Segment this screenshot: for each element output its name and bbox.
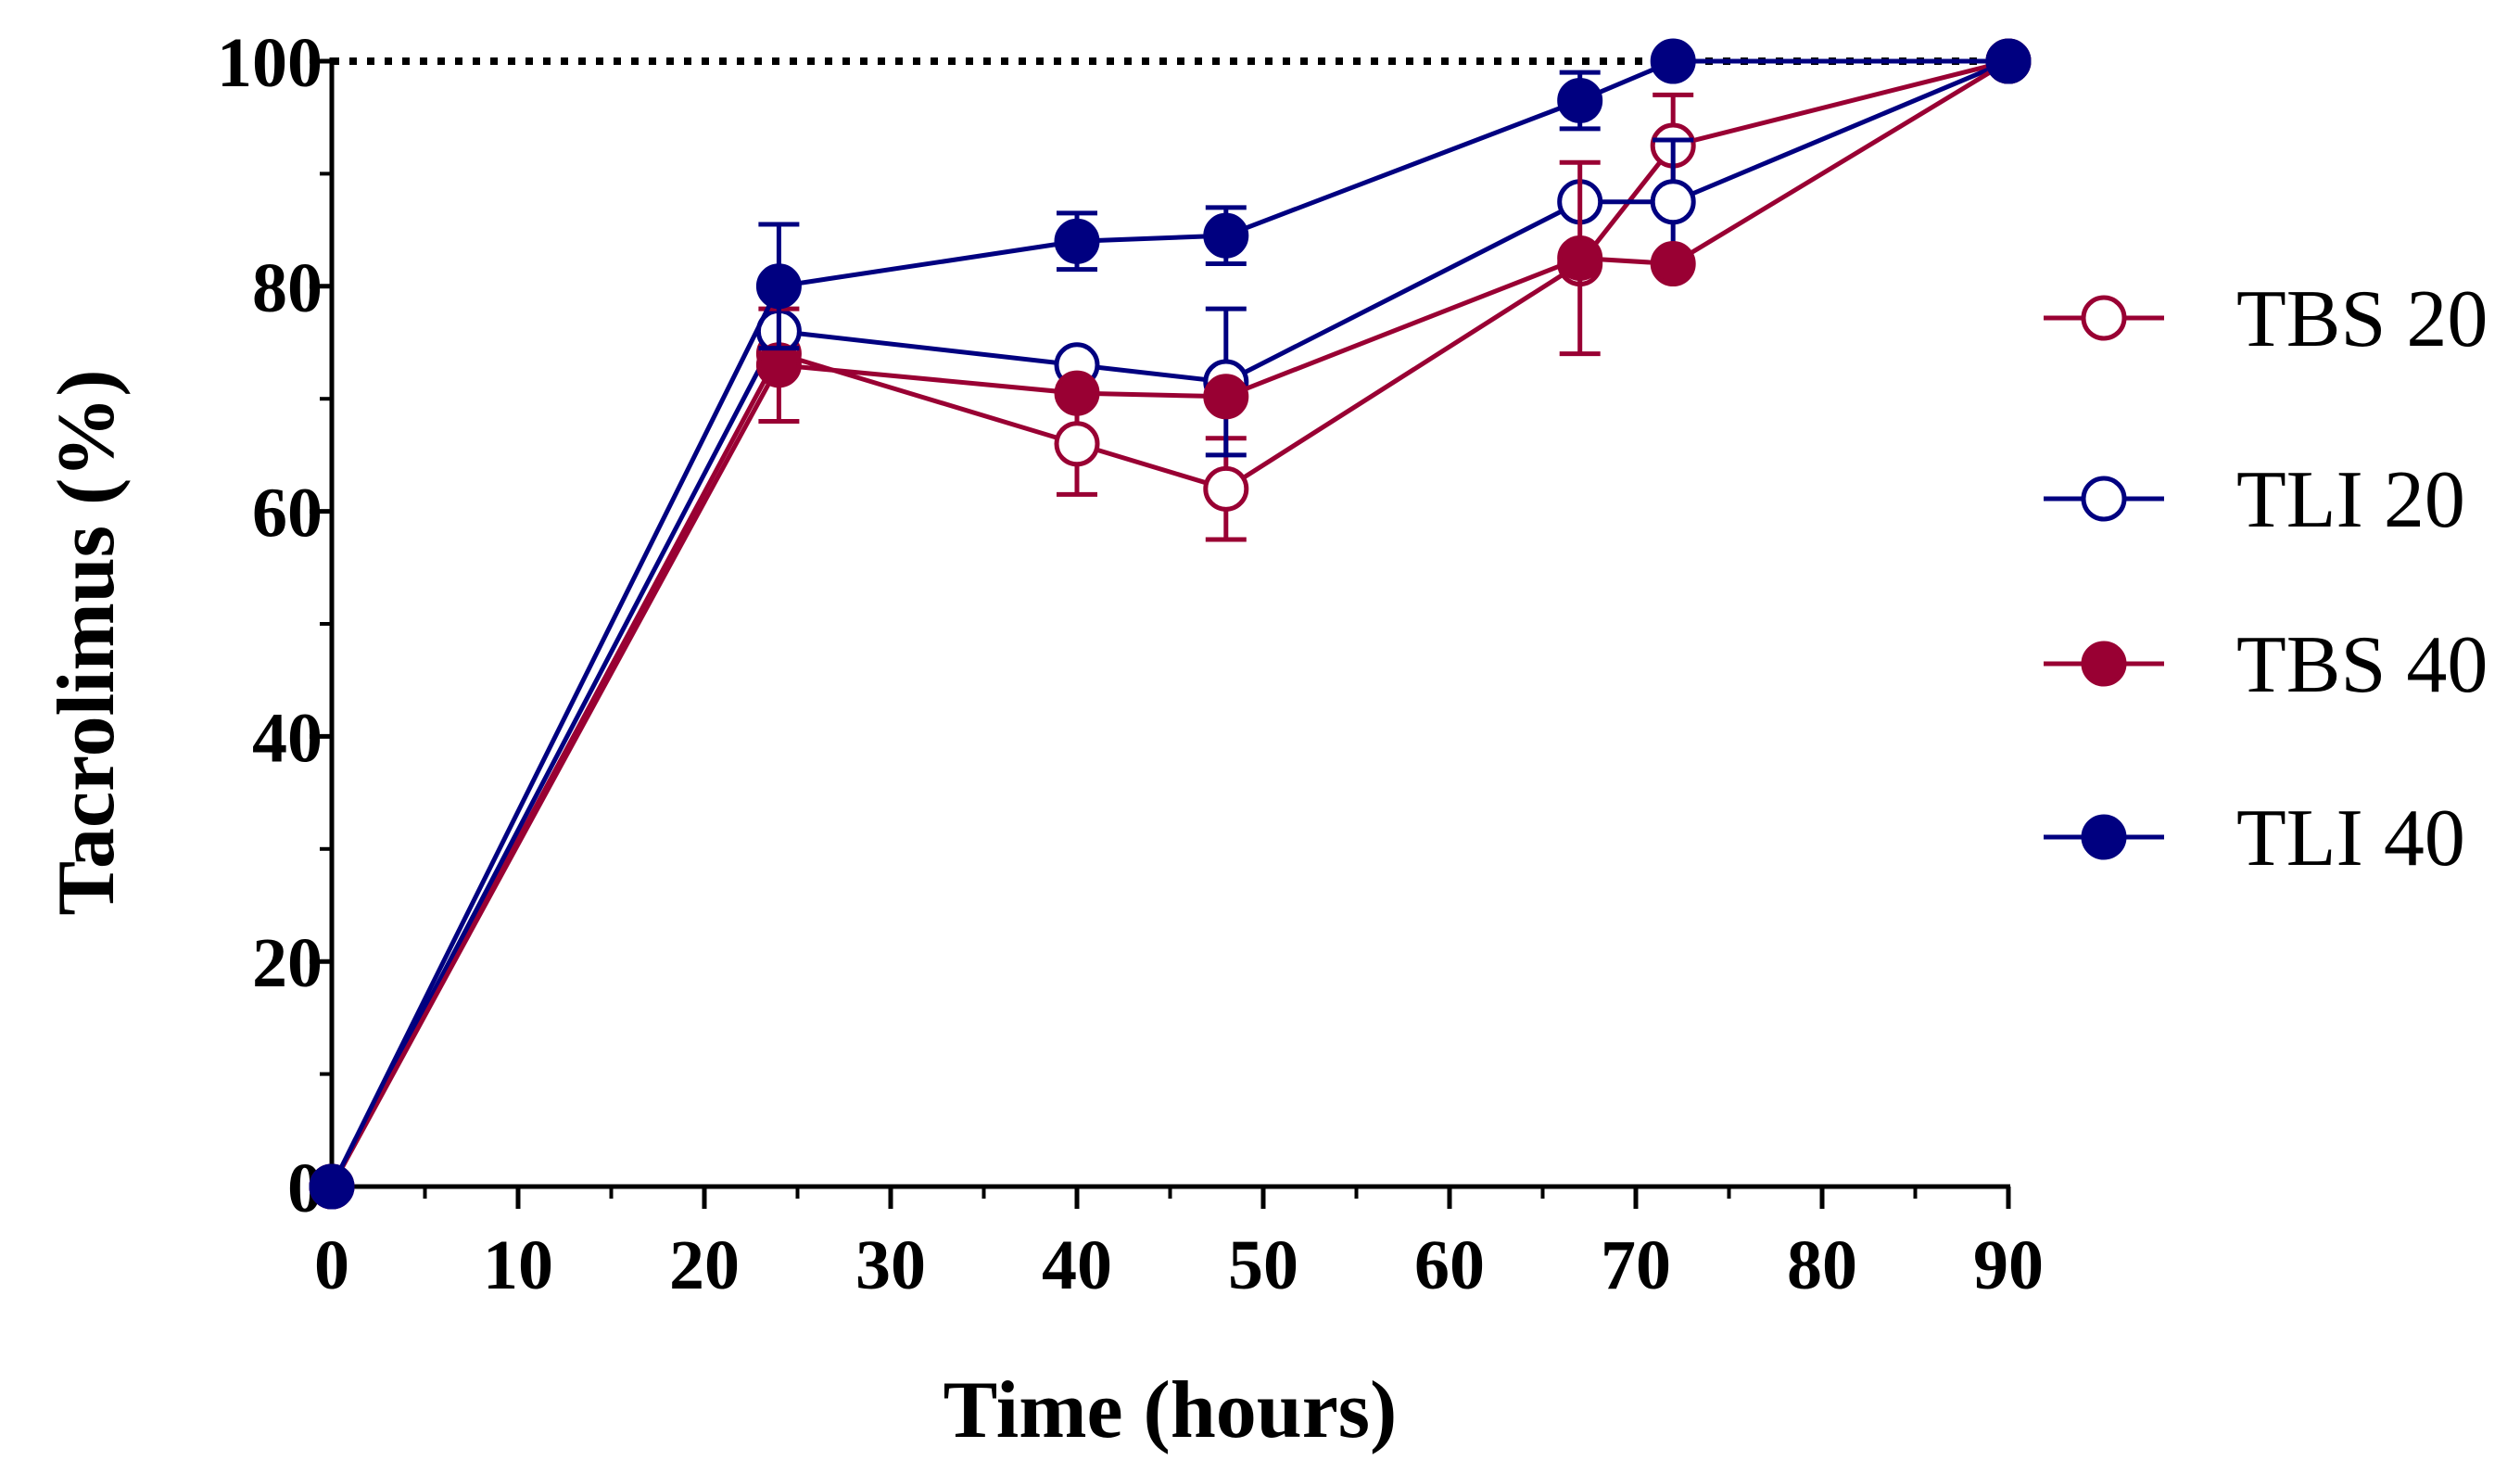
data-point-tbs-20 <box>1054 421 1100 467</box>
legend-item-tli-40: TLI 40 <box>2044 794 2465 883</box>
legend-marker-tbs-20 <box>2081 295 2127 341</box>
legend-marker-tli-20 <box>2081 476 2127 522</box>
y-tick-label-40: 40 <box>252 699 323 777</box>
legend-label-tli-20: TLI 20 <box>2236 455 2465 545</box>
x-tick-label-70: 70 <box>1601 1226 1671 1304</box>
series-tbs-20 <box>309 38 2032 1210</box>
series-tbs-40 <box>309 38 2032 1210</box>
x-tick-label-90: 90 <box>1973 1226 2044 1304</box>
legend-item-tli-20: TLI 20 <box>2044 455 2465 545</box>
data-point-tli-40 <box>309 1163 355 1210</box>
data-point-tli-40 <box>1203 212 1249 259</box>
y-tick-label-80: 80 <box>252 249 323 327</box>
x-tick-label-30: 30 <box>855 1226 926 1304</box>
legend: TBS 20 TLI 20 TBS 40 TLI 40 <box>2044 274 2488 883</box>
data-point-tli-40 <box>755 263 802 310</box>
x-tick-label-20: 20 <box>669 1226 740 1304</box>
data-point-tbs-40 <box>755 342 802 388</box>
x-tick-label-80: 80 <box>1787 1226 1857 1304</box>
series-line-tli-20 <box>329 58 2009 1188</box>
series-tli-40 <box>309 38 2032 1210</box>
data-point-tli-40 <box>1054 218 1100 264</box>
x-tick-label-10: 10 <box>483 1226 553 1304</box>
y-tick-label-100: 100 <box>217 24 323 102</box>
x-tick-label-50: 50 <box>1228 1226 1298 1304</box>
data-point-tbs-40 <box>1203 374 1249 420</box>
data-point-tli-40 <box>1650 38 1696 84</box>
x-tick-label-0: 0 <box>314 1226 349 1304</box>
data-point-tbs-40 <box>1650 241 1696 287</box>
legend-item-tbs-40: TBS 40 <box>2044 620 2488 710</box>
data-point-tbs-40 <box>1557 235 1603 281</box>
series-layer <box>309 38 2032 1210</box>
legend-label-tbs-20: TBS 20 <box>2236 274 2488 364</box>
legend-marker-tbs-40 <box>2081 641 2127 687</box>
data-point-tbs-40 <box>1054 370 1100 416</box>
data-point-tbs-20 <box>1203 465 1249 512</box>
data-point-tli-20 <box>1650 179 1696 225</box>
series-line-tbs-40 <box>329 58 2010 1188</box>
series-line-tbs-20 <box>329 58 2009 1188</box>
y-tick-label-20: 20 <box>252 924 323 1002</box>
y-tick-label-60: 60 <box>252 475 323 552</box>
data-point-tli-40 <box>1985 38 2032 84</box>
legend-marker-tli-40 <box>2081 814 2127 860</box>
x-tick-label-40: 40 <box>1042 1226 1112 1304</box>
data-point-tli-40 <box>1557 77 1603 123</box>
legend-item-tbs-20: TBS 20 <box>2044 274 2488 364</box>
series-tli-20 <box>309 38 2032 1210</box>
y-axis-title: Tacrolimus (%) <box>42 369 132 915</box>
series-line-tli-40 <box>329 58 2008 1188</box>
legend-label-tli-40: TLI 40 <box>2236 794 2465 883</box>
legend-label-tbs-40: TBS 40 <box>2236 620 2488 710</box>
x-axis-title: Time (hours) <box>943 1365 1398 1455</box>
x-tick-label-60: 60 <box>1414 1226 1485 1304</box>
